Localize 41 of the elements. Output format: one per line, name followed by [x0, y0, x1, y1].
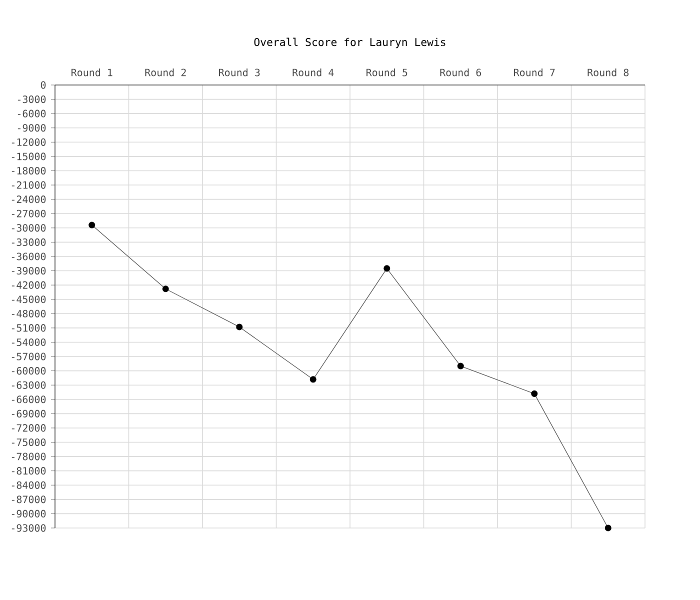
- x-tick-label: Round 8: [588, 68, 629, 76]
- y-tick-label: -30000: [12, 224, 46, 232]
- x-tick-label: Round 6: [440, 68, 482, 76]
- y-tick-label: -27000: [12, 210, 46, 218]
- y-tick-label: -60000: [12, 367, 46, 375]
- x-tick-label: Round 3: [218, 68, 260, 76]
- y-tick-label: -90000: [12, 510, 46, 518]
- x-tick-label: Round 4: [292, 68, 334, 76]
- y-tick-label: -57000: [12, 352, 46, 360]
- y-tick-label: -93000: [12, 524, 46, 532]
- y-tick-label: -18000: [12, 166, 46, 175]
- y-tick-label: -81000: [12, 467, 46, 475]
- y-tick-label: -84000: [12, 481, 46, 489]
- y-tick-label: -42000: [12, 281, 46, 289]
- y-tick-label: -6000: [18, 110, 46, 118]
- y-tick-label: -69000: [12, 410, 46, 418]
- y-tick-label: -15000: [12, 152, 46, 160]
- y-tick-label: -9000: [18, 124, 46, 132]
- chart-title: Overall Score for Lauryn Lewis: [254, 38, 446, 48]
- y-tick-label: -51000: [12, 324, 46, 332]
- y-tick-label: -21000: [12, 181, 46, 189]
- x-tick-label: Round 1: [71, 68, 112, 76]
- y-tick-label: -33000: [12, 238, 46, 246]
- y-tick-label: -39000: [12, 266, 46, 275]
- y-tick-label: -63000: [12, 381, 46, 389]
- y-tick-label: 0: [40, 81, 46, 89]
- x-tick-label: Round 5: [366, 68, 408, 76]
- y-tick-label: -48000: [12, 310, 46, 318]
- y-tick-label: -3000: [18, 96, 46, 104]
- x-tick-label: Round 7: [514, 68, 555, 76]
- y-tick-label: -66000: [12, 396, 46, 404]
- y-tick-label: -54000: [12, 338, 46, 346]
- x-tick-label: Round 2: [145, 68, 186, 76]
- y-tick-label: -78000: [12, 452, 46, 460]
- y-tick-label: -75000: [12, 438, 46, 446]
- y-tick-label: -36000: [12, 252, 46, 260]
- y-tick-label: -24000: [12, 196, 46, 204]
- y-tick-label: -45000: [12, 296, 46, 304]
- y-tick-label: -72000: [12, 424, 46, 432]
- y-tick-label: -12000: [12, 138, 46, 146]
- y-tick-label: -87000: [12, 496, 46, 504]
